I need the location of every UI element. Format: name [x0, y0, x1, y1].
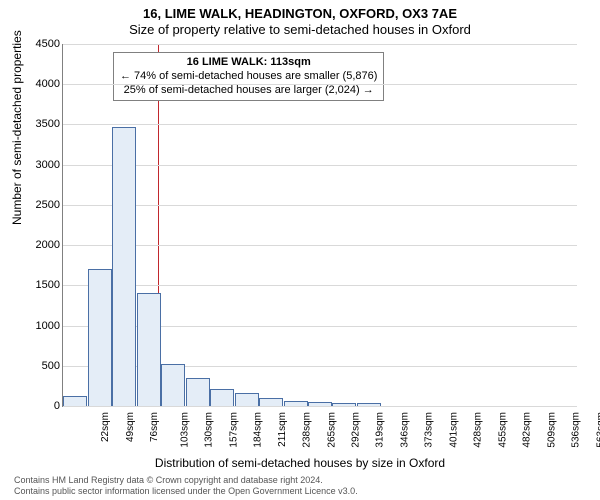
title-main: 16, LIME WALK, HEADINGTON, OXFORD, OX3 7…: [0, 6, 600, 21]
ytick-label: 3000: [10, 159, 60, 171]
bar: [186, 378, 210, 406]
attribution-line2: Contains public sector information licen…: [14, 486, 358, 496]
annotation-line-larger: 25% of semi-detached houses are larger (…: [120, 84, 377, 98]
ytick-label: 0: [10, 400, 60, 412]
ytick-label: 4500: [10, 38, 60, 50]
bar: [259, 398, 283, 406]
xtick-label: 401sqm: [448, 412, 459, 448]
annotation-box: 16 LIME WALK: 113sqm ← 74% of semi-detac…: [113, 52, 384, 101]
bar: [357, 403, 381, 406]
bar: [308, 402, 332, 406]
xtick-label: 184sqm: [253, 412, 264, 448]
ytick-label: 500: [10, 360, 60, 372]
xtick-label: 157sqm: [228, 412, 239, 448]
bar: [112, 127, 136, 406]
xtick-label: 130sqm: [204, 412, 215, 448]
bar: [161, 364, 185, 406]
xtick-label: 49sqm: [125, 412, 136, 442]
xtick-label: 428sqm: [473, 412, 484, 448]
gridline: [63, 165, 577, 166]
attribution-line1: Contains HM Land Registry data © Crown c…: [14, 475, 358, 485]
xtick-label: 373sqm: [424, 412, 435, 448]
gridline: [63, 205, 577, 206]
bar: [137, 293, 161, 406]
chart-container: 16, LIME WALK, HEADINGTON, OXFORD, OX3 7…: [0, 0, 600, 500]
bar: [63, 396, 87, 406]
gridline: [63, 245, 577, 246]
ytick-label: 1500: [10, 279, 60, 291]
annotation-line-smaller: ← 74% of semi-detached houses are smalle…: [120, 70, 377, 84]
ytick-label: 4000: [10, 78, 60, 90]
bar: [88, 269, 112, 406]
bar: [210, 389, 234, 406]
xtick-label: 22sqm: [100, 412, 111, 442]
ytick-label: 3500: [10, 118, 60, 130]
xtick-label: 482sqm: [522, 412, 533, 448]
xtick-label: 292sqm: [351, 412, 362, 448]
xtick-label: 265sqm: [326, 412, 337, 448]
attribution: Contains HM Land Registry data © Crown c…: [14, 475, 358, 496]
ytick-label: 1000: [10, 320, 60, 332]
bar: [284, 401, 308, 406]
gridline: [63, 124, 577, 125]
gridline: [63, 406, 577, 407]
xtick-label: 238sqm: [302, 412, 313, 448]
title-sub: Size of property relative to semi-detach…: [0, 22, 600, 37]
x-axis-label: Distribution of semi-detached houses by …: [0, 456, 600, 470]
xtick-label: 103sqm: [179, 412, 190, 448]
annotation-title: 16 LIME WALK: 113sqm: [120, 56, 377, 70]
gridline: [63, 84, 577, 85]
bar: [235, 393, 259, 406]
ytick-label: 2000: [10, 239, 60, 251]
gridline: [63, 285, 577, 286]
gridline: [63, 44, 577, 45]
xtick-label: 76sqm: [149, 412, 160, 442]
xtick-label: 319sqm: [375, 412, 386, 448]
xtick-label: 509sqm: [546, 412, 557, 448]
ytick-label: 2500: [10, 199, 60, 211]
plot-area: 16 LIME WALK: 113sqm ← 74% of semi-detac…: [62, 44, 577, 407]
bar: [332, 403, 356, 406]
xtick-label: 346sqm: [400, 412, 411, 448]
xtick-label: 536sqm: [571, 412, 582, 448]
xtick-label: 455sqm: [497, 412, 508, 448]
xtick-label: 563sqm: [595, 412, 600, 448]
xtick-label: 211sqm: [276, 412, 287, 447]
